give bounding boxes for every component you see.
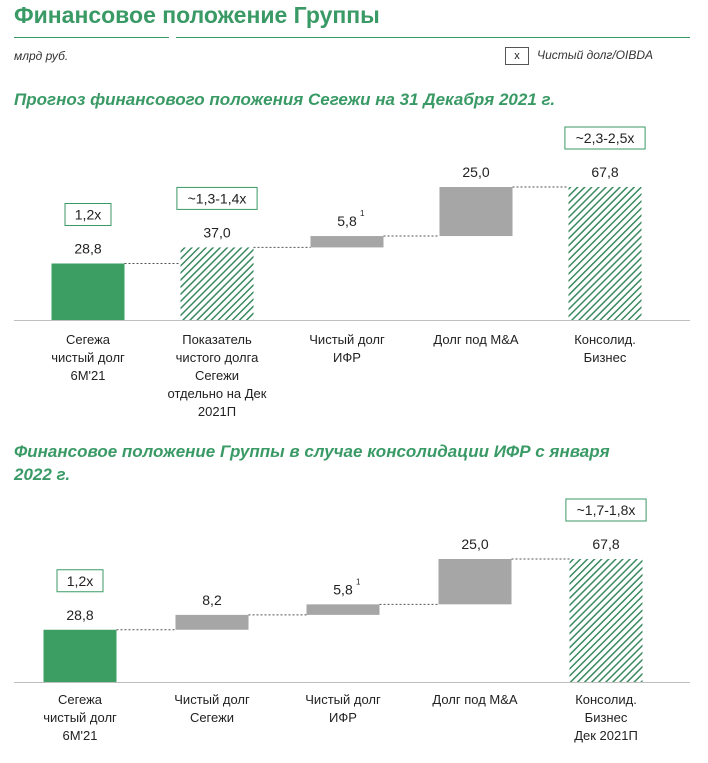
legend-multiple-box: x	[505, 47, 529, 65]
bar-2	[180, 247, 254, 320]
footnote-mark-3: 1	[360, 209, 365, 218]
multiple-label-1: 1,2x	[75, 207, 101, 223]
multiple-label-1: 1,2x	[67, 573, 93, 589]
category-label-5: Консолид. Бизнес Дек 2021П	[574, 692, 638, 743]
bar-2	[175, 614, 249, 630]
category-label-1: Сегежа чистый долг 6M'21	[43, 692, 117, 743]
value-label-2: 8,2	[202, 592, 222, 608]
multiple-label-5: ~1,7-1,8x	[577, 502, 636, 518]
page-title: Финансовое положение Группы	[14, 2, 380, 28]
multiple-box-1	[56, 569, 104, 593]
legend-label: Чистый долг/OIBDA	[537, 48, 653, 62]
value-label-4: 25,0	[462, 164, 489, 180]
bar-3	[306, 604, 380, 615]
value-label-2: 37,0	[203, 224, 230, 240]
bar-1	[51, 263, 125, 320]
unit-label: млрд руб.	[14, 49, 69, 63]
multiple-label-5: ~2,3-2,5x	[576, 130, 635, 146]
value-label-3: 5,8	[333, 581, 353, 597]
value-label-4: 25,0	[461, 536, 488, 552]
value-label-5: 67,8	[592, 536, 619, 552]
value-label-5: 67,8	[591, 164, 618, 180]
category-label-3: Чистый долг ИФР	[309, 332, 385, 365]
category-label-2: Показатель чистого долга Сегежи отдельно на…	[168, 332, 267, 419]
value-label-3: 5,8	[337, 213, 357, 229]
multiple-box-5	[565, 498, 647, 522]
value-label-1: 28,8	[74, 241, 101, 257]
category-label-5: Консолид. Бизнес	[574, 332, 636, 365]
title-rule-left	[14, 37, 169, 38]
bar-1	[43, 629, 117, 682]
footnote-mark-3: 1	[356, 577, 361, 586]
category-label-4: Долг под M&A	[433, 332, 519, 347]
bar-3	[310, 236, 384, 248]
chart-1-title: Прогноз финансового положения Сегежи на …	[14, 90, 556, 109]
value-label-1: 28,8	[66, 607, 93, 623]
chart-2-title: Финансовое положение Группы в случае кон…	[14, 442, 610, 484]
category-label-1: Сегежа чистый долг 6M'21	[51, 332, 125, 383]
multiple-label-2: ~1,3-1,4x	[188, 190, 247, 206]
category-label-3: Чистый долг ИФР	[305, 692, 381, 725]
bar-5	[569, 559, 643, 682]
multiple-box-5	[564, 126, 646, 150]
chart-1: 28,8 1,2x Сегежа чистый долг 6M'21 37,0 ~1,3-1…	[14, 126, 690, 419]
category-label-2: Чистый долг Сегежи	[174, 692, 250, 725]
bar-4	[438, 559, 512, 605]
bar-5	[568, 187, 642, 320]
multiple-box-1	[64, 203, 112, 227]
multiple-box-2	[176, 186, 258, 210]
category-label-4: Долг под M&A	[432, 692, 518, 707]
title-rule-right	[176, 37, 690, 38]
bar-4	[439, 187, 513, 237]
